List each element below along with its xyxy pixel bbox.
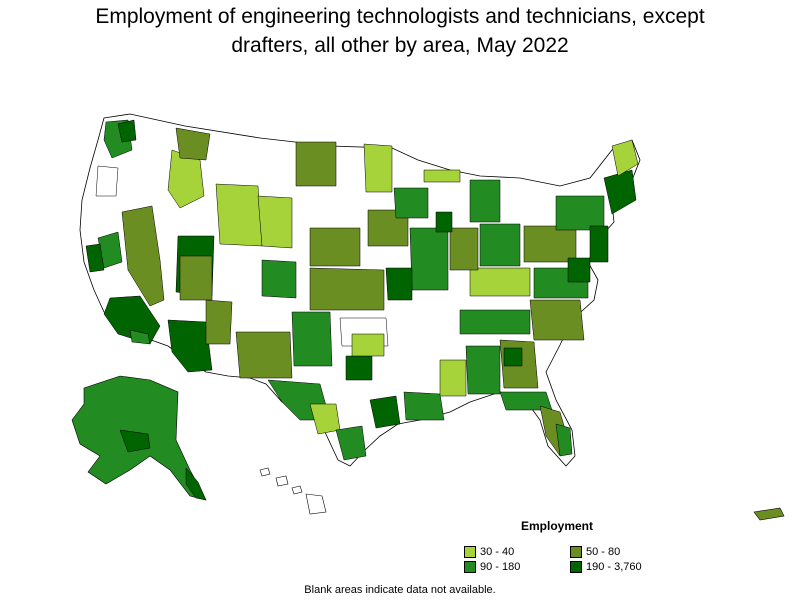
region-alabama bbox=[465, 345, 501, 395]
region-kansas bbox=[309, 267, 385, 311]
region-south-texas bbox=[335, 425, 367, 461]
map-title-line-1: Employment of engineering technologists … bbox=[95, 5, 705, 28]
region-new-york bbox=[555, 195, 605, 231]
legend-item-190-3760: 190 - 3,760 bbox=[570, 561, 642, 573]
region-louisiana bbox=[403, 391, 445, 421]
legend-swatch-190-3760 bbox=[570, 561, 582, 573]
hawaii-islands bbox=[259, 467, 327, 515]
region-kentucky bbox=[469, 267, 531, 297]
region-missouri bbox=[385, 267, 413, 301]
region-arizona-mid bbox=[205, 299, 233, 345]
region-atlanta bbox=[503, 347, 523, 367]
legend-item-90-180: 90 - 180 bbox=[464, 561, 520, 573]
region-upper-michigan bbox=[423, 169, 461, 183]
region-ohio bbox=[479, 223, 521, 267]
legend-label-30-40: 30 - 40 bbox=[480, 546, 515, 558]
legend-label-50-80: 50 - 80 bbox=[586, 546, 621, 558]
region-oregon-west bbox=[95, 165, 119, 197]
footnote: Blank areas indicate data not available. bbox=[304, 584, 496, 596]
region-tennessee bbox=[459, 309, 531, 335]
region-minnesota bbox=[363, 143, 393, 193]
region-utah-south bbox=[179, 255, 213, 301]
legend-swatch-90-180 bbox=[464, 561, 476, 573]
region-bay-area bbox=[85, 243, 105, 273]
region-houston bbox=[369, 395, 401, 429]
region-wyoming bbox=[215, 183, 263, 247]
legend-swatch-50-80 bbox=[570, 546, 582, 558]
region-new-mexico bbox=[235, 331, 293, 379]
alaska-panhandle-dark bbox=[185, 467, 207, 501]
region-arizona bbox=[167, 319, 213, 373]
region-dc-metro bbox=[567, 257, 591, 283]
legend-label-190-3760: 190 - 3,760 bbox=[586, 561, 642, 573]
legend-label-90-180: 90 - 180 bbox=[480, 561, 521, 573]
region-chicago bbox=[435, 211, 453, 233]
region-northeast-corridor bbox=[589, 225, 609, 263]
region-maine bbox=[611, 139, 639, 177]
region-carolinas bbox=[529, 299, 585, 341]
puerto-rico bbox=[753, 507, 785, 521]
legend-item-50-80: 50 - 80 bbox=[570, 546, 620, 558]
region-dallas bbox=[345, 355, 373, 381]
region-wisconsin bbox=[393, 187, 429, 219]
region-florida-south bbox=[555, 423, 573, 457]
legend-swatch-30-40 bbox=[464, 546, 476, 558]
region-seattle bbox=[117, 119, 137, 143]
region-texas-central bbox=[309, 403, 341, 435]
alaska-region-dark bbox=[119, 429, 151, 453]
region-pennsylvania bbox=[523, 225, 577, 263]
map-title-line-2: drafters, all other by area, May 2022 bbox=[231, 34, 569, 57]
region-north-dakota bbox=[295, 141, 337, 187]
region-colorado bbox=[261, 259, 297, 299]
region-oklahoma-ok bbox=[351, 333, 385, 357]
region-sandiego bbox=[129, 329, 151, 345]
region-michigan bbox=[469, 179, 501, 223]
region-nm-north bbox=[291, 311, 333, 367]
legend-title: Employment bbox=[521, 519, 594, 533]
map-title: Employment of engineering technologists … bbox=[0, 2, 800, 60]
region-indiana bbox=[449, 227, 479, 271]
region-iowa bbox=[367, 209, 409, 247]
region-montana-west bbox=[175, 127, 211, 161]
region-mississippi bbox=[439, 359, 467, 397]
region-nebraska bbox=[309, 227, 361, 267]
region-nevada bbox=[121, 205, 165, 307]
legend-item-30-40: 30 - 40 bbox=[464, 546, 514, 558]
region-wyoming-east bbox=[257, 195, 293, 249]
region-illinois bbox=[409, 227, 449, 291]
